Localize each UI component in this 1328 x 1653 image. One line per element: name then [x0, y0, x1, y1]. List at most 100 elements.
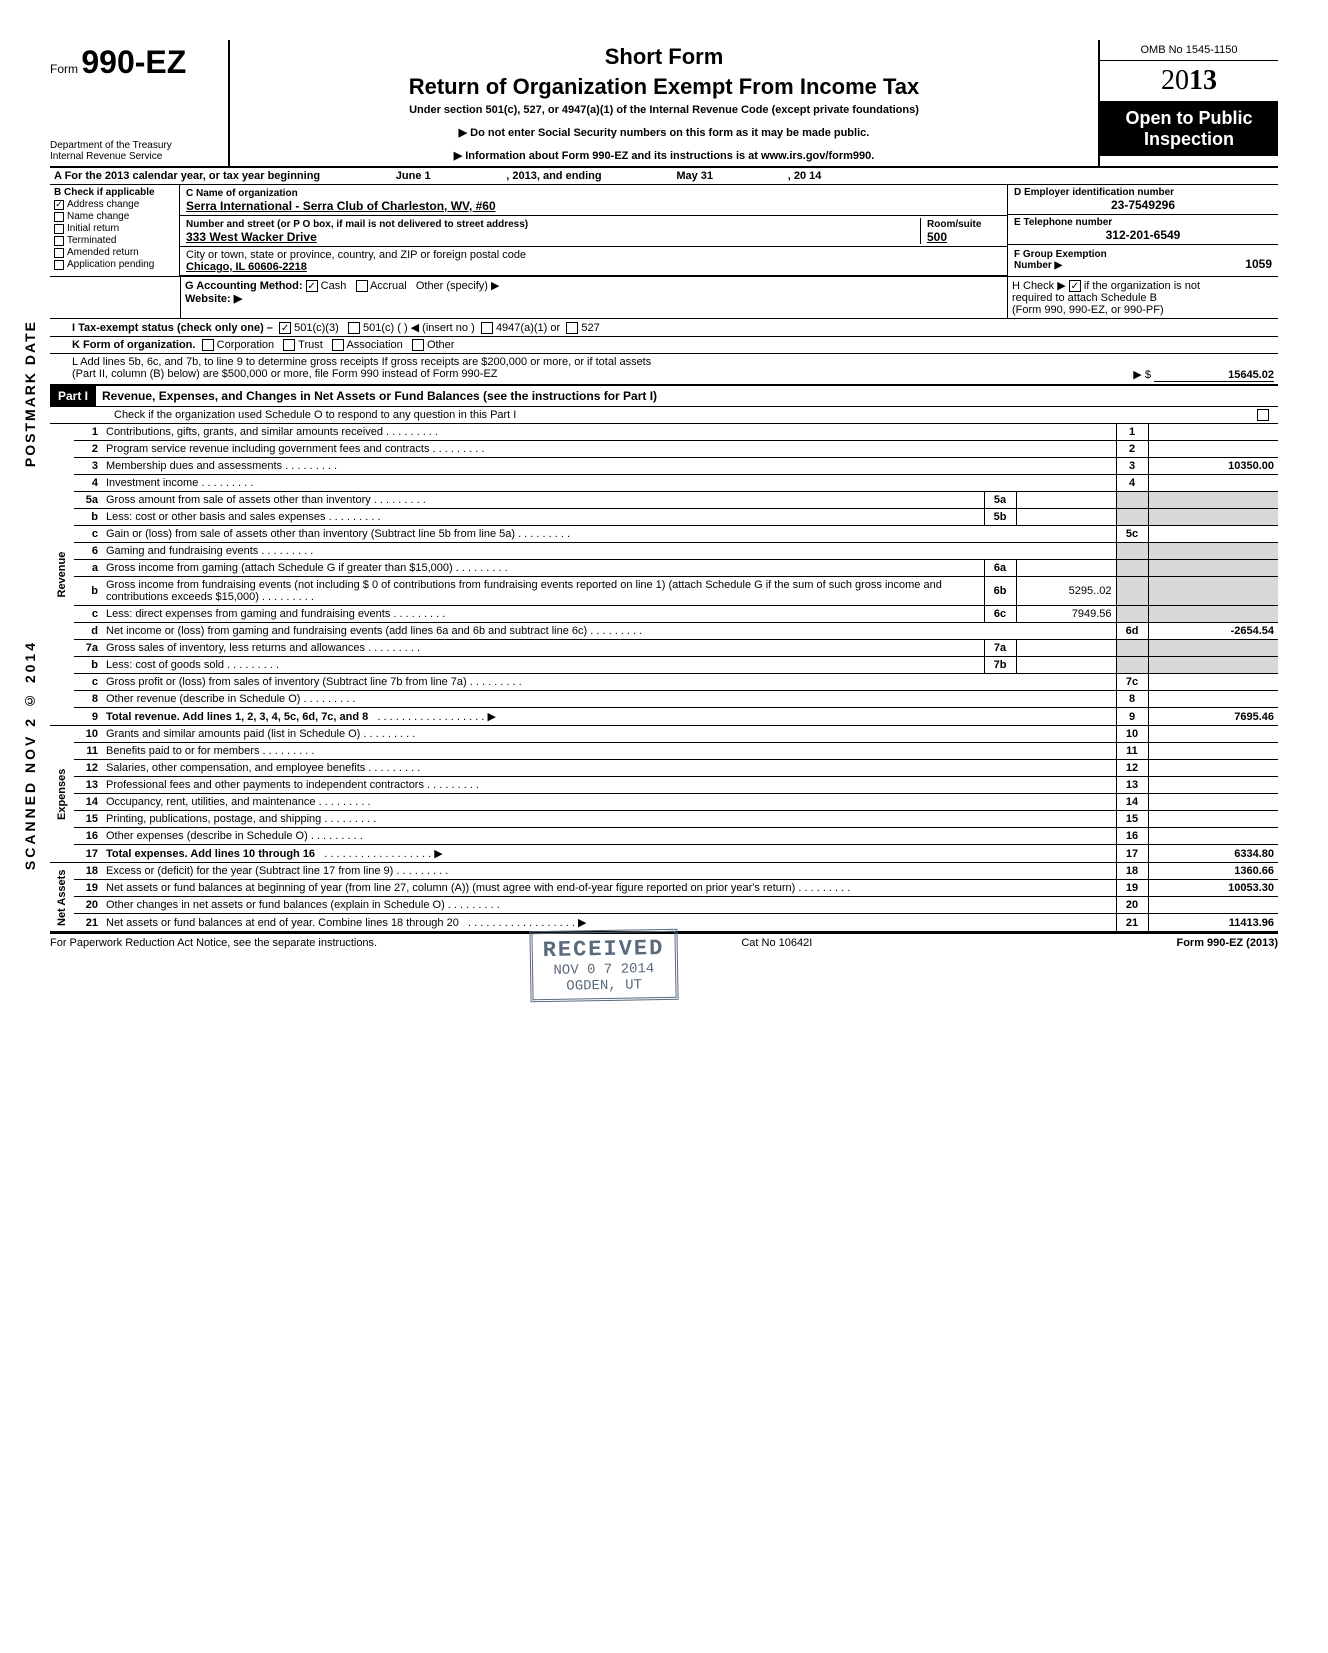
- line-desc-c: Gain or (loss) from sale of assets other…: [102, 526, 1116, 543]
- part1-schedule-o-checkbox[interactable]: [1257, 409, 1269, 421]
- rt-shade-b: [1116, 577, 1148, 606]
- rt-no-13: 13: [1116, 777, 1148, 794]
- c-name-value[interactable]: Serra International - Serra Club of Char…: [186, 199, 496, 213]
- d-ein-value[interactable]: 23-7549296: [1014, 198, 1272, 212]
- rt-val-12[interactable]: [1148, 760, 1278, 777]
- line-no-6: 6: [74, 543, 102, 560]
- open-public-badge: Open to Public Inspection: [1100, 102, 1278, 156]
- k-trust-checkbox[interactable]: [283, 339, 295, 351]
- f-group-value[interactable]: 1059: [1107, 257, 1272, 271]
- i-501c3-checkbox[interactable]: ✓: [279, 322, 291, 334]
- form-prefix: Form: [50, 62, 78, 76]
- rt-val-8[interactable]: [1148, 691, 1278, 708]
- l-value[interactable]: 15645.02: [1154, 369, 1274, 382]
- rt-no-2: 2: [1116, 441, 1148, 458]
- mid-val-5b[interactable]: [1016, 509, 1116, 526]
- rt-val-3[interactable]: 10350.00: [1148, 458, 1278, 475]
- b-checkbox-5[interactable]: [54, 260, 64, 270]
- rt-shade-b: [1116, 657, 1148, 674]
- b-checkbox-2[interactable]: [54, 224, 64, 234]
- i-4947-checkbox[interactable]: [481, 322, 493, 334]
- rt-val-18[interactable]: 1360.66: [1148, 863, 1278, 880]
- h-checkbox[interactable]: ✓: [1069, 280, 1081, 292]
- rt-val-19[interactable]: 10053.30: [1148, 880, 1278, 897]
- c-room-value[interactable]: 500: [927, 230, 947, 244]
- g-cash-label: Cash: [321, 280, 347, 292]
- i-501c-checkbox[interactable]: [348, 322, 360, 334]
- under-section-text: Under section 501(c), 527, or 4947(a)(1)…: [238, 104, 1090, 116]
- rt-val-13[interactable]: [1148, 777, 1278, 794]
- k-corp-checkbox[interactable]: [202, 339, 214, 351]
- mid-val-6b[interactable]: 5295..02: [1016, 577, 1116, 606]
- b-checkbox-3[interactable]: [54, 236, 64, 246]
- line-no-10: 10: [74, 726, 102, 743]
- row-a-tax-year: A For the 2013 calendar year, or tax yea…: [50, 168, 1278, 185]
- i-527-label: 527: [581, 322, 599, 334]
- mid-val-6a[interactable]: [1016, 560, 1116, 577]
- stamp-date: NOV 0 7 2014: [543, 961, 665, 979]
- e-phone-value[interactable]: 312-201-6549: [1014, 228, 1272, 242]
- rt-val-16[interactable]: [1148, 828, 1278, 845]
- rt-no-4: 4: [1116, 475, 1148, 492]
- rt-val-6d[interactable]: -2654.54: [1148, 623, 1278, 640]
- rt-val-21[interactable]: 11413.96: [1148, 914, 1278, 932]
- rt-val-9[interactable]: 7695.46: [1148, 708, 1278, 726]
- return-title: Return of Organization Exempt From Incom…: [238, 74, 1090, 100]
- k-other-checkbox[interactable]: [412, 339, 424, 351]
- rt-shade-val-c: [1148, 606, 1278, 623]
- rt-val-17[interactable]: 6334.80: [1148, 845, 1278, 863]
- rt-val-20[interactable]: [1148, 897, 1278, 914]
- line-no-16: 16: [74, 828, 102, 845]
- mid-val-7b[interactable]: [1016, 657, 1116, 674]
- k-assoc-checkbox[interactable]: [332, 339, 344, 351]
- rt-shade-b: [1116, 509, 1148, 526]
- mid-no-5b: 5b: [984, 509, 1016, 526]
- mid-val-5a[interactable]: [1016, 492, 1116, 509]
- rt-val-11[interactable]: [1148, 743, 1278, 760]
- part1-lines-table: Revenue1Contributions, gifts, grants, an…: [50, 424, 1278, 932]
- b-label-3: Terminated: [67, 235, 116, 246]
- c-addr-label: Number and street (or P O box, if mail i…: [186, 219, 528, 230]
- b-checkbox-1[interactable]: [54, 212, 64, 222]
- rt-shade-7a: [1116, 640, 1148, 657]
- k-trust-label: Trust: [298, 339, 323, 351]
- rt-val-10[interactable]: [1148, 726, 1278, 743]
- g-accrual-checkbox[interactable]: [356, 280, 368, 292]
- c-addr-value[interactable]: 333 West Wacker Drive: [186, 230, 317, 244]
- c-city-value[interactable]: Chicago, IL 60606-2218: [186, 261, 307, 273]
- b-checkbox-4[interactable]: [54, 248, 64, 258]
- line-desc-16: Other expenses (describe in Schedule O) …: [102, 828, 1116, 845]
- line-no-12: 12: [74, 760, 102, 777]
- mid-no-6c: 6c: [984, 606, 1016, 623]
- mid-val-7a[interactable]: [1016, 640, 1116, 657]
- rt-no-18: 18: [1116, 863, 1148, 880]
- i-527-checkbox[interactable]: [566, 322, 578, 334]
- g-cash-checkbox[interactable]: ✓: [306, 280, 318, 292]
- rt-val-15[interactable]: [1148, 811, 1278, 828]
- row-g-h: G Accounting Method: ✓ Cash Accrual Othe…: [50, 277, 1278, 319]
- rt-no-15: 15: [1116, 811, 1148, 828]
- ty-begin[interactable]: June 1: [323, 170, 503, 182]
- line-desc-c: Less: direct expenses from gaming and fu…: [102, 606, 984, 623]
- mid-no-7a: 7a: [984, 640, 1016, 657]
- g-label: G Accounting Method:: [185, 280, 303, 292]
- rt-shade-val-b: [1148, 657, 1278, 674]
- col-def: D Employer identification number 23-7549…: [1008, 185, 1278, 276]
- rt-val-4[interactable]: [1148, 475, 1278, 492]
- no-ssn-text: ▶ Do not enter Social Security numbers o…: [238, 126, 1090, 139]
- k-label: K Form of organization.: [72, 339, 195, 351]
- mid-val-6c[interactable]: 7949.56: [1016, 606, 1116, 623]
- line-desc-17: Total expenses. Add lines 10 through 16 …: [102, 845, 1116, 863]
- line-desc-3: Membership dues and assessments . . . . …: [102, 458, 1116, 475]
- line-no-9: 9: [74, 708, 102, 726]
- rt-val-5c[interactable]: [1148, 526, 1278, 543]
- ty-end[interactable]: May 31: [605, 170, 785, 182]
- rt-val-2[interactable]: [1148, 441, 1278, 458]
- rt-val-1[interactable]: [1148, 424, 1278, 441]
- rt-val-14[interactable]: [1148, 794, 1278, 811]
- b-checkbox-0[interactable]: ✓: [54, 200, 64, 210]
- col-b-checkboxes: B Check if applicable ✓Address changeNam…: [50, 185, 180, 276]
- rt-shade-a: [1116, 560, 1148, 577]
- footer-left: For Paperwork Reduction Act Notice, see …: [50, 937, 377, 949]
- rt-val-7c[interactable]: [1148, 674, 1278, 691]
